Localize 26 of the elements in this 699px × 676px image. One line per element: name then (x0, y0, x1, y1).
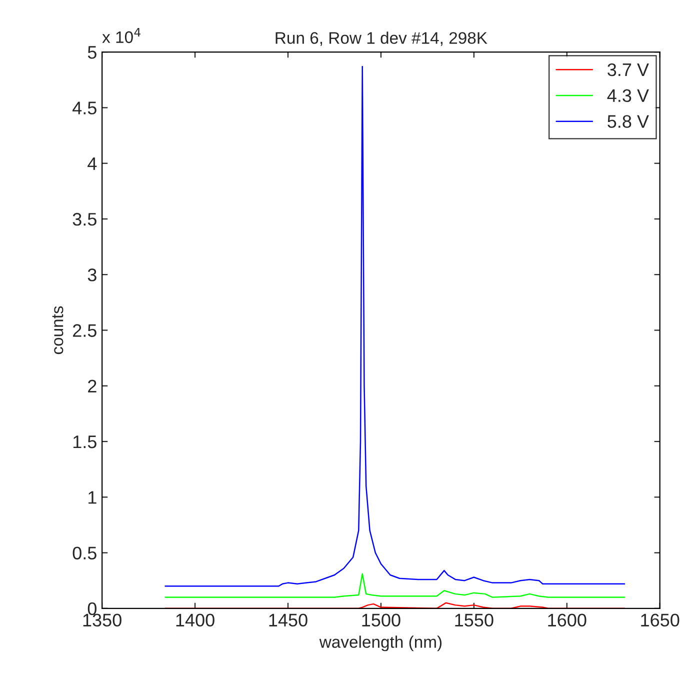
legend-label: 3.7 V (608, 63, 649, 76)
x-axis-title: wavelength (nm) (319, 636, 442, 652)
y-axis-title: counts (52, 306, 64, 354)
y-tick-label: 1.5 (73, 436, 96, 448)
y-tick-label: 2 (88, 380, 96, 392)
x-tick-label: 1550 (455, 614, 494, 627)
chart-title: Run 6, Row 1 dev #14, 298K (276, 32, 488, 46)
legend-label: 5.8 V (608, 115, 649, 128)
x-tick-label: 1600 (548, 614, 586, 627)
y-tick-label: 1 (88, 491, 96, 504)
y-tick-label: 4 (88, 157, 97, 170)
text: x 10$^{4}$ (102, 28, 140, 44)
y-tick-label: 0 (88, 602, 96, 616)
y-tick-label: 4.5 (72, 102, 96, 114)
y-tick-label: 2.5 (73, 324, 96, 337)
y-tick-label: 3 (88, 268, 96, 282)
x-tick-label: 1650 (641, 614, 680, 627)
x-tick-label: 1350 (83, 614, 122, 627)
line-series (164, 573, 626, 598)
x-tick-label: 1450 (269, 614, 308, 627)
y-tick-label: 0.5 (72, 546, 96, 560)
y-tick-label: 5 (88, 46, 96, 59)
x-tick-label: 1400 (176, 614, 214, 627)
y-tick-label: 3.5 (72, 212, 96, 226)
x-tick-label: 1500 (362, 614, 400, 627)
legend-label: 4.3 V (607, 89, 649, 102)
